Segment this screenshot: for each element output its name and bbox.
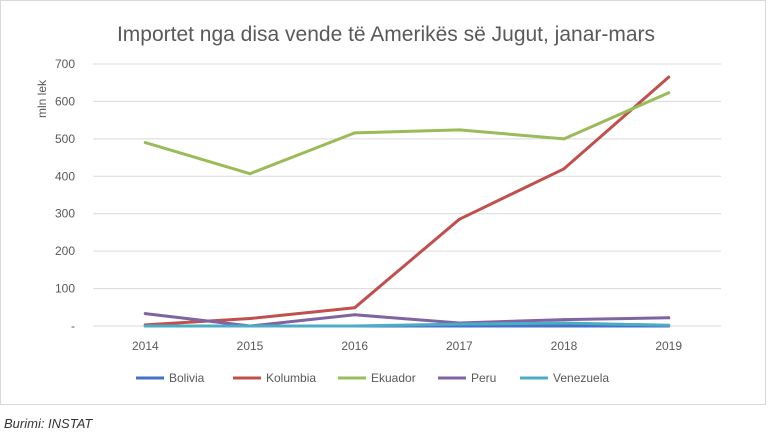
source-note: Burimi: INSTAT xyxy=(4,416,93,431)
y-tick-label: 300 xyxy=(55,207,75,221)
series-line-kolumbia xyxy=(143,75,671,327)
legend: Bolivia Kolumbia Ekuador Peru Venezuela xyxy=(136,371,609,385)
data-point-ekuador xyxy=(667,91,671,95)
legend-label: Peru xyxy=(471,371,496,385)
data-point-ekuador xyxy=(562,137,566,141)
data-point-venezuela xyxy=(562,321,566,325)
x-tick-label: 2017 xyxy=(446,339,473,353)
legend-item: Ekuador xyxy=(338,371,416,385)
legend-label: Venezuela xyxy=(553,371,609,385)
data-point-kolumbia xyxy=(457,217,461,221)
data-point-peru xyxy=(667,316,671,320)
y-axis-ticks: - 100 200 300 400 500 600 700 xyxy=(55,57,75,333)
data-point-ekuador xyxy=(143,141,147,145)
y-tick-label: 700 xyxy=(55,57,75,71)
data-point-bolivia xyxy=(562,324,566,328)
gridlines xyxy=(93,63,721,327)
legend-label: Bolivia xyxy=(169,371,205,385)
y-axis-label: mln lek xyxy=(35,79,49,118)
data-point-kolumbia xyxy=(248,317,252,321)
legend-label: Kolumbia xyxy=(266,371,316,385)
y-tick-label: 400 xyxy=(55,169,75,183)
y-tick-label: 600 xyxy=(55,94,75,108)
data-point-venezuela xyxy=(143,324,147,328)
series-lines xyxy=(143,75,671,328)
series-line-venezuela xyxy=(143,321,671,328)
data-point-peru xyxy=(353,313,357,317)
legend-item: Venezuela xyxy=(520,371,609,385)
legend-item: Bolivia xyxy=(136,371,205,385)
chart-title: Importet nga disa vende të Amerikës së J… xyxy=(117,23,655,46)
x-tick-label: 2018 xyxy=(551,339,578,353)
legend-item: Kolumbia xyxy=(233,371,316,385)
data-point-venezuela xyxy=(353,324,357,328)
data-point-kolumbia xyxy=(667,75,671,79)
data-point-venezuela xyxy=(248,324,252,328)
line-chart: Importet nga disa vende të Amerikës së J… xyxy=(35,23,721,385)
y-tick-label: 500 xyxy=(55,132,75,146)
x-tick-label: 2019 xyxy=(655,339,682,353)
data-point-venezuela xyxy=(667,323,671,327)
y-tick-label: - xyxy=(71,319,75,333)
series-line-ekuador xyxy=(143,91,671,176)
chart-frame: Importet nga disa vende të Amerikës së J… xyxy=(0,0,766,405)
data-point-peru xyxy=(143,312,147,316)
y-tick-label: 100 xyxy=(55,282,75,296)
data-point-ekuador xyxy=(457,128,461,132)
y-tick-label: 200 xyxy=(55,244,75,258)
data-point-ekuador xyxy=(248,172,252,176)
data-point-peru xyxy=(562,318,566,322)
x-tick-label: 2015 xyxy=(237,339,264,353)
x-tick-label: 2016 xyxy=(341,339,368,353)
x-axis-ticks: 2014 2015 2016 2017 2018 2019 xyxy=(132,339,682,353)
x-tick-label: 2014 xyxy=(132,339,159,353)
legend-item: Peru xyxy=(438,371,496,385)
data-point-kolumbia xyxy=(562,167,566,171)
data-point-kolumbia xyxy=(353,306,357,310)
data-point-ekuador xyxy=(353,131,357,135)
legend-label: Ekuador xyxy=(371,371,416,385)
series-line-peru xyxy=(143,312,671,328)
data-point-venezuela xyxy=(457,322,461,326)
